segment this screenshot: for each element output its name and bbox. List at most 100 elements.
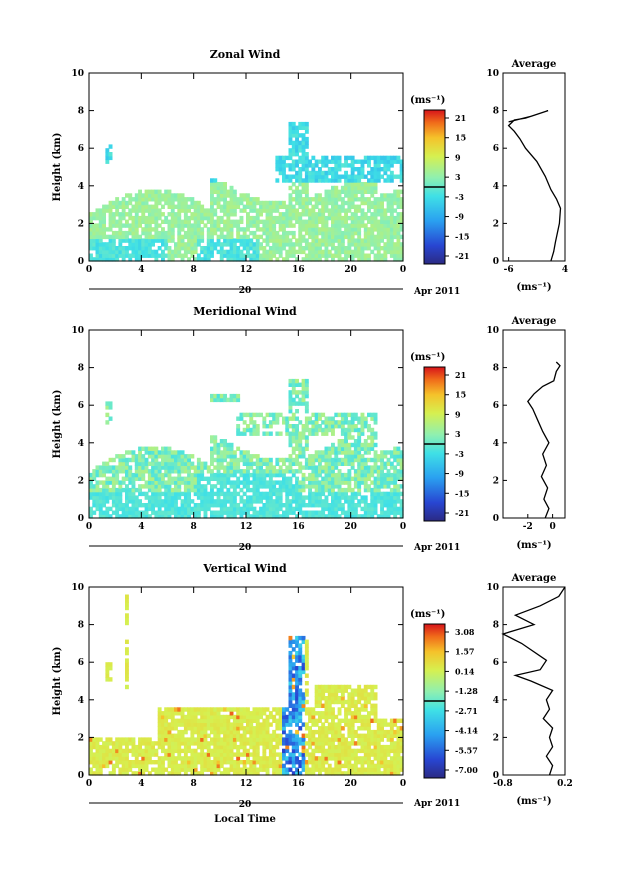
heatmap-cell bbox=[210, 514, 214, 519]
heatmap-cell bbox=[291, 125, 296, 130]
heatmap-cell bbox=[367, 484, 371, 489]
heatmap-cell bbox=[206, 469, 211, 474]
heatmap-cell bbox=[161, 197, 165, 202]
heatmap-cell bbox=[380, 238, 384, 243]
heatmap-cell bbox=[334, 726, 339, 731]
heatmap-cell bbox=[213, 200, 218, 206]
heatmap-cell bbox=[131, 242, 136, 247]
heatmap-cell bbox=[301, 722, 306, 727]
heatmap-cell bbox=[180, 763, 185, 769]
heatmap-cell bbox=[262, 718, 267, 723]
heatmap-cell bbox=[89, 257, 93, 262]
heatmap-cell bbox=[216, 242, 221, 247]
heatmap-cell bbox=[347, 163, 352, 168]
heatmap-cell bbox=[131, 744, 136, 750]
heatmap-cell bbox=[157, 469, 162, 474]
heatmap-cell bbox=[291, 744, 296, 750]
heatmap-cell bbox=[304, 378, 309, 384]
heatmap-cell bbox=[399, 170, 404, 176]
heatmap-cell bbox=[154, 193, 159, 198]
heatmap-cell bbox=[314, 223, 319, 228]
heatmap-cell bbox=[327, 200, 332, 206]
heatmap-cell bbox=[304, 699, 309, 705]
heatmap-cell bbox=[151, 212, 155, 217]
heatmap-cell bbox=[370, 763, 375, 769]
heatmap-cell bbox=[252, 424, 257, 429]
heatmap-cell bbox=[108, 416, 113, 421]
heatmap-cell bbox=[373, 416, 378, 421]
heatmap-cell bbox=[347, 435, 352, 440]
heatmap-cell bbox=[376, 167, 381, 172]
heatmap-cell bbox=[383, 178, 388, 183]
heatmap-cell bbox=[396, 238, 401, 243]
heatmap-cell bbox=[226, 257, 231, 262]
heatmap-cell bbox=[399, 227, 404, 232]
heatmap-cell bbox=[219, 484, 224, 489]
heatmap-cell bbox=[340, 476, 345, 481]
heatmap-cell bbox=[134, 193, 139, 198]
heatmap-cell bbox=[89, 752, 93, 757]
heatmap-cell bbox=[357, 688, 362, 693]
heatmap-cell bbox=[311, 763, 316, 769]
heatmap-cell bbox=[321, 484, 326, 489]
heatmap-cell bbox=[334, 197, 339, 202]
heatmap-cell bbox=[314, 420, 319, 425]
heatmap-cell bbox=[177, 763, 182, 769]
heatmap-cell bbox=[190, 729, 195, 735]
heatmap-cell bbox=[324, 480, 329, 485]
heatmap-cell bbox=[219, 752, 224, 757]
heatmap-cell bbox=[389, 253, 394, 258]
heatmap-cell bbox=[89, 212, 93, 217]
heatmap-cell bbox=[262, 722, 267, 727]
heatmap-cell bbox=[236, 707, 241, 712]
heatmap-cell bbox=[344, 446, 348, 451]
heatmap-cell bbox=[239, 767, 244, 772]
heatmap-cell bbox=[216, 718, 221, 723]
heatmap-cell bbox=[236, 506, 241, 512]
heatmap-cell bbox=[383, 242, 388, 247]
heatmap-cell bbox=[288, 163, 293, 168]
heatmap-cell bbox=[360, 253, 365, 258]
heatmap-cell bbox=[193, 487, 198, 493]
heatmap-cell bbox=[268, 424, 273, 429]
heatmap-cell bbox=[183, 215, 188, 221]
heatmap-cell bbox=[151, 193, 155, 198]
heatmap-cell bbox=[252, 760, 257, 765]
heatmap-cell bbox=[285, 234, 290, 240]
heatmap-cell bbox=[282, 230, 286, 236]
heatmap-cell bbox=[373, 703, 378, 708]
heatmap-cell bbox=[219, 242, 224, 247]
heatmap-cell bbox=[138, 215, 142, 221]
heatmap-cell bbox=[291, 204, 296, 209]
heatmap-cell bbox=[314, 491, 319, 497]
heatmap-cell bbox=[350, 748, 355, 754]
heatmap-cell bbox=[334, 510, 339, 515]
heatmap-cell bbox=[314, 737, 319, 742]
heatmap-cell bbox=[115, 760, 120, 765]
heatmap-cell bbox=[216, 227, 221, 232]
heatmap-cell bbox=[268, 208, 273, 213]
heatmap-cell bbox=[232, 714, 237, 720]
heatmap-cell bbox=[216, 200, 221, 206]
heatmap-cell bbox=[334, 223, 339, 228]
heatmap-cell bbox=[304, 439, 309, 444]
heatmap-cell bbox=[340, 703, 345, 708]
heatmap-cell bbox=[272, 718, 277, 723]
heatmap-cell bbox=[200, 249, 205, 255]
heatmap-cell bbox=[147, 242, 152, 247]
heatmap-cell bbox=[187, 767, 191, 772]
heatmap-cell bbox=[278, 707, 283, 712]
heatmap-cell bbox=[278, 469, 283, 474]
heatmap-cell bbox=[278, 465, 283, 470]
heatmap-cell bbox=[223, 484, 227, 489]
heatmap-cell bbox=[95, 737, 100, 742]
heatmap-cell bbox=[180, 506, 185, 512]
heatmap-cell bbox=[314, 711, 319, 716]
heatmap-cell bbox=[311, 484, 316, 489]
heatmap-cell bbox=[246, 726, 250, 731]
heatmap-cell bbox=[337, 412, 342, 418]
heatmap-cell bbox=[318, 178, 322, 183]
heatmap-cell bbox=[278, 741, 283, 746]
heatmap-cell bbox=[311, 215, 316, 221]
heatmap-cell bbox=[216, 752, 221, 757]
